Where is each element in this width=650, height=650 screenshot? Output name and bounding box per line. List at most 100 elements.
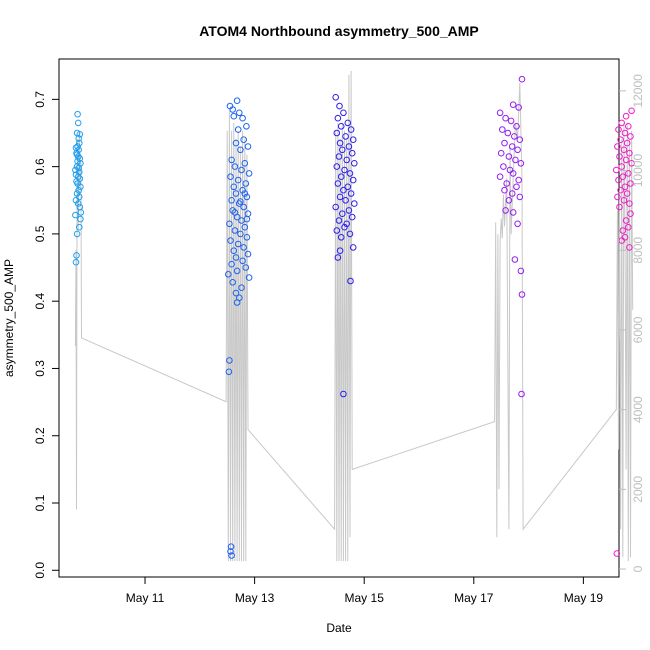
data-point-s4-24 [503,180,511,187]
data-point-s2-19 [234,176,242,184]
data-point-s2-62 [243,215,251,223]
data-point-s5-32 [619,227,627,234]
data-point-s3-41 [336,247,344,254]
data-point-s1-35 [74,143,81,150]
data-point-s2-60 [237,198,244,205]
data-point-s5-27 [626,200,633,207]
data-point-s3-12 [345,143,353,150]
data-point-s2-31 [238,217,245,224]
data-point-s4-28 [516,193,524,201]
data-point-s1-38 [76,131,84,138]
data-point-s5-22 [621,183,629,191]
data-point-s1-34 [72,258,80,266]
data-point-s5-9 [623,139,631,147]
data-point-s2-12 [237,146,244,154]
y-tick-label: 0.4 [33,293,47,310]
data-point-s4-12 [501,139,508,147]
data-point-s5-8 [617,136,624,143]
data-point-s2-8 [234,126,242,133]
data-point-s4-36 [518,390,525,398]
data-point-s4-14 [514,146,521,154]
data-point-s5-14 [622,156,630,164]
data-point-s2-51 [232,289,240,297]
data-point-s3-27 [336,193,344,201]
data-point-s4-1 [518,75,526,83]
data-point-s2-13 [228,156,235,164]
data-point-s3-21 [337,173,345,180]
data-point-s5-36 [613,550,621,557]
data-point-s3-34 [335,217,343,224]
data-point-s5-25 [614,193,621,201]
data-point-s3-13 [339,146,346,154]
data-point-s4-15 [497,149,505,157]
data-point-s3-23 [334,180,342,187]
y-axis-label: asymmetry_500_AMP [2,259,16,377]
data-point-s2-22 [239,186,246,194]
data-point-s3-38 [346,230,354,238]
data-point-s4-17 [512,156,519,164]
data-point-s2-3 [233,97,241,104]
data-point-s2-61 [231,209,239,216]
data-point-s1-28 [77,209,85,216]
data-point-s5-12 [626,149,633,157]
data-point-s1-29 [72,211,79,219]
data-point-s2-41 [244,250,252,258]
data-point-s5-24 [623,190,631,197]
data-point-s5-1 [628,107,635,115]
data-point-s1-25 [72,197,80,204]
y-tick-label: 0.7 [33,91,47,108]
data-point-s5-13 [616,153,623,160]
data-point-s2-37 [227,237,234,244]
data-point-s4-32 [514,220,521,228]
data-point-s3-9 [342,133,349,140]
data-point-s4-4 [496,109,504,117]
data-point-s4-22 [496,173,504,180]
data-point-s3-18 [333,163,341,170]
data-point-s3-6 [337,123,345,130]
y2-tick-label: 12000 [631,74,645,108]
data-point-s2-25 [228,197,235,204]
data-point-s4-34 [517,267,525,275]
y-tick-label: 0.3 [33,360,47,377]
data-point-s3-28 [342,197,349,204]
data-point-s2-7 [243,123,250,130]
data-point-s5-7 [627,133,634,140]
x-axis-label: Date [326,621,352,635]
data-point-s2-54 [226,357,233,364]
data-point-s5-34 [618,237,626,244]
chart-title: ATOM4 Northbound asymmetry_500_AMP [199,23,479,39]
data-point-s4-27 [508,190,516,197]
data-point-s2-32 [226,220,233,228]
data-point-s4-6 [507,117,515,125]
data-point-s2-35 [237,230,244,238]
data-point-s5-17 [613,166,620,174]
data-point-s5-35 [626,244,633,251]
y2-tick-label: 10000 [631,154,645,188]
data-point-s5-11 [620,146,628,154]
data-point-s2-29 [244,210,252,217]
data-point-s3-17 [351,160,358,167]
data-point-s2-38 [234,240,242,248]
data-point-s1-2 [74,119,82,127]
y2-tick-label: 6000 [631,316,645,343]
x-tick-label: May 13 [235,591,275,605]
data-point-s2-21 [230,183,238,191]
data-point-s3-5 [344,119,352,127]
data-point-s1-4 [75,135,82,142]
data-point-s3-43 [347,277,354,285]
data-point-s4-11 [516,136,524,143]
x-tick-label: May 17 [454,591,494,605]
data-point-s5-33 [621,234,629,241]
data-point-s1-14 [72,166,79,174]
data-point-s1-22 [75,186,82,194]
data-point-s2-6 [239,114,246,122]
data-point-s3-11 [336,139,344,147]
data-point-s2-18 [227,173,234,180]
data-point-s1-30 [77,215,84,223]
data-point-s3-36 [341,223,348,231]
data-point-s1-37 [73,151,81,158]
secondary-series-line [74,70,634,562]
data-point-s2-39 [240,244,247,251]
data-point-s1-5 [76,139,83,147]
data-point-s4-30 [502,207,509,214]
